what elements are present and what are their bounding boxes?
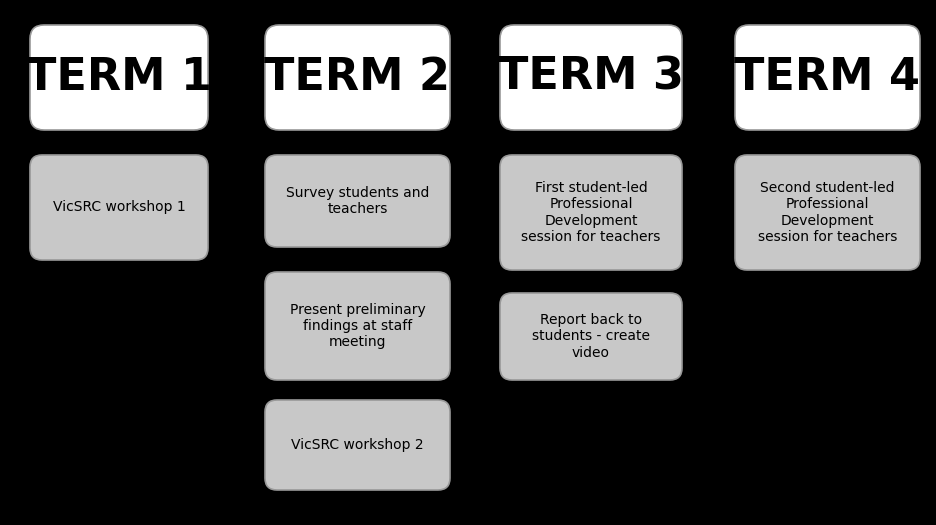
FancyBboxPatch shape bbox=[265, 155, 449, 247]
Text: First student-led
Professional
Development
session for teachers: First student-led Professional Developme… bbox=[520, 181, 660, 244]
Text: Second student-led
Professional
Development
session for teachers: Second student-led Professional Developm… bbox=[757, 181, 897, 244]
Text: VicSRC workshop 1: VicSRC workshop 1 bbox=[52, 201, 185, 215]
Text: TERM 2: TERM 2 bbox=[264, 56, 450, 99]
Text: Survey students and
teachers: Survey students and teachers bbox=[285, 186, 429, 216]
FancyBboxPatch shape bbox=[500, 293, 681, 380]
Text: TERM 4: TERM 4 bbox=[734, 56, 919, 99]
FancyBboxPatch shape bbox=[265, 400, 449, 490]
FancyBboxPatch shape bbox=[30, 25, 208, 130]
Text: TERM 1: TERM 1 bbox=[26, 56, 212, 99]
FancyBboxPatch shape bbox=[265, 25, 449, 130]
FancyBboxPatch shape bbox=[265, 272, 449, 380]
FancyBboxPatch shape bbox=[734, 25, 919, 130]
Text: Present preliminary
findings at staff
meeting: Present preliminary findings at staff me… bbox=[289, 303, 425, 349]
FancyBboxPatch shape bbox=[734, 155, 919, 270]
Text: Report back to
students - create
video: Report back to students - create video bbox=[532, 313, 650, 360]
Text: TERM 3: TERM 3 bbox=[498, 56, 683, 99]
FancyBboxPatch shape bbox=[500, 155, 681, 270]
FancyBboxPatch shape bbox=[500, 25, 681, 130]
FancyBboxPatch shape bbox=[30, 155, 208, 260]
Text: VicSRC workshop 2: VicSRC workshop 2 bbox=[291, 438, 423, 452]
